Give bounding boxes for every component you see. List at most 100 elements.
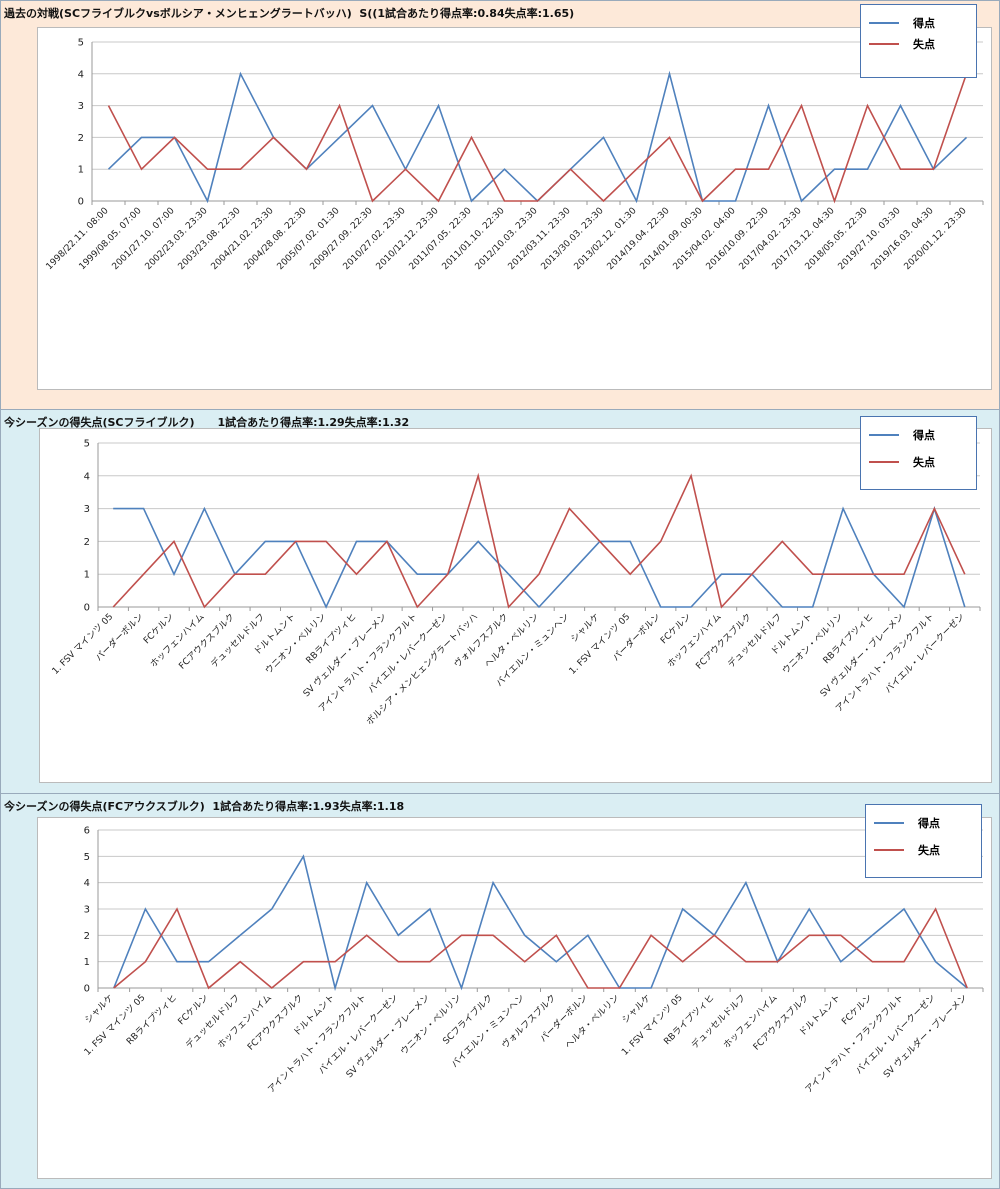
x-tick-label: 2005/07.02. 01:30 [276, 206, 342, 272]
x-tick-label: 2004/28.08. 22:30 [243, 206, 309, 272]
y-tick-label: 0 [78, 197, 84, 208]
augsburg-season-panel: 0 1 2 3 4 5 6 シャルケ 1. FSV マインツ 05 RBライプツィヒ FCケルン デュ… [0, 793, 1000, 1189]
x-tick-label: 1. FSV マインツ 05 [620, 993, 685, 1058]
y-tick-label: 5 [84, 439, 90, 450]
x-tick-label: ヴォルフスブルク [499, 992, 558, 1051]
y-tick-label: 3 [78, 101, 84, 112]
y-tick-label: 4 [84, 471, 90, 482]
x-tick-label: FCアウクスブルク [176, 611, 237, 672]
x-tick-label: FCアウクスブルク [245, 992, 306, 1053]
x-tick-label: 2010/12.12. 23:30 [375, 206, 441, 272]
freiburg-season-panel: 0 1 2 3 4 5 1. FSV マインツ 05 パーダーボルン FCケルン ホッフェンハイム… [0, 409, 1000, 794]
legend-item-goals: 得点 [874, 815, 979, 831]
head-to-head-panel: 0 1 2 3 4 5 1998/22.11. 08:00 1999/08.05. 07:00… [0, 0, 1000, 410]
legend-item-goals: 得点 [869, 427, 974, 443]
goals-line [113, 505, 966, 609]
chart-legend: 得点 失点 [860, 4, 977, 78]
conceded-line [113, 907, 968, 990]
chart-title: 今シーズンの得失点(SCフライブルク) 1試合あたり得点率:1.29失点率:1.… [4, 416, 410, 429]
legend-label: 得点 [913, 429, 935, 442]
chart-legend: 得点 失点 [860, 416, 977, 490]
x-tick-label: ボルシア・メンヒェングラートバッハ [364, 611, 481, 728]
x-tick-label: デュッセルドルフ [725, 611, 784, 670]
x-tick-label: 2009/27.09. 22:30 [309, 206, 375, 272]
legend-item-goals: 得点 [869, 15, 974, 31]
x-tick-label: ホッフェンハイム [148, 611, 206, 669]
legend-label: 得点 [918, 817, 940, 830]
x-tick-label: 2019/16.03. 04:30 [870, 206, 936, 272]
y-tick-label: 4 [78, 69, 84, 80]
y-tick-label: 0 [84, 603, 90, 614]
x-tick-label: 2001/27.10. 07:00 [111, 206, 177, 272]
y-tick-label: 0 [84, 984, 90, 995]
x-tick-label: 2018/05.05. 22:30 [804, 206, 870, 272]
y-tick-label: 1 [78, 165, 84, 176]
legend-label: 失点 [913, 38, 935, 51]
x-tick-label: ウニオン・ベルリン [399, 992, 464, 1057]
y-tick-label: 3 [84, 905, 90, 916]
y-tick-label: 6 [84, 826, 90, 837]
chart-legend: 得点 失点 [865, 804, 982, 878]
y-tick-label: 3 [84, 504, 90, 515]
x-tick-label: 2014/01.09. 00:30 [639, 206, 705, 272]
x-tick-label: シャルケ [83, 992, 116, 1025]
x-tick-label: ヴォルフスブルク [451, 611, 510, 670]
x-tick-label: 2019/27.10. 03:30 [837, 206, 903, 272]
y-tick-label: 1 [84, 957, 90, 968]
x-tick-label: RBライプツィヒ [304, 611, 359, 666]
x-tick-label: 1999/08.05. 07:00 [78, 206, 144, 272]
x-tick-label: 2011/07.05. 22:30 [408, 206, 474, 272]
y-tick-label: 2 [84, 931, 90, 942]
chart-frame [39, 428, 992, 783]
x-tick-label: 2016/10.09. 22:30 [705, 206, 771, 272]
x-tick-label: 2011/01.10. 22:30 [441, 206, 507, 272]
x-tick-label: 2004/21.02. 23:30 [210, 206, 276, 272]
y-tick-label: 4 [84, 878, 90, 889]
x-tick-label: デュッセルドルフ [689, 992, 748, 1051]
x-tick-label: 2017/13.12. 04:30 [771, 206, 837, 272]
y-tick-label: 5 [78, 38, 84, 49]
x-tick-label: デュッセルドルフ [183, 992, 242, 1051]
legend-item-conceded: 失点 [874, 842, 979, 858]
x-tick-label: 2012/10.03. 23:30 [474, 206, 540, 272]
x-tick-label: RBライプツィヒ [821, 611, 876, 666]
legend-label: 得点 [913, 17, 935, 30]
chart-frame [37, 817, 992, 1179]
x-tick-label: 2003/23.08. 22:30 [177, 206, 243, 272]
x-tick-label: ヘルタ・ベルリン [482, 611, 541, 670]
x-tick-label: 2013/30.03. 23:30 [540, 206, 606, 272]
x-tick-label: 2020/01.12. 23:30 [903, 206, 969, 272]
x-tick-label: 2017/04.02. 23:30 [738, 206, 804, 272]
x-tick-label: FCアウクスブルク [693, 611, 754, 672]
chart-frame [37, 27, 992, 390]
x-tick-label: 2012/03.11. 23:30 [507, 206, 573, 272]
x-tick-label: ヘルタ・ベルリン [563, 992, 622, 1051]
x-tick-label: 2014/19.04. 22:30 [606, 206, 672, 272]
legend-label: 失点 [918, 844, 940, 857]
x-tick-label: シャルケ [620, 992, 653, 1025]
x-tick-label: ホッフェンハイム [216, 992, 274, 1050]
y-tick-label: 5 [84, 852, 90, 863]
y-tick-label: 2 [78, 133, 84, 144]
legend-label: 失点 [913, 456, 935, 469]
y-tick-label: 1 [84, 570, 90, 581]
x-tick-label: 1998/22.11. 08:00 [45, 206, 111, 272]
x-tick-label: デュッセルドルフ [208, 611, 267, 670]
legend-item-conceded: 失点 [869, 454, 974, 470]
x-tick-label: 2010/27.02. 23:30 [342, 206, 408, 272]
x-tick-label: 2002/23.03. 23:30 [144, 206, 210, 272]
goals-line [113, 854, 968, 992]
x-tick-label: FCアウクスブルク [750, 992, 811, 1053]
chart-title: 今シーズンの得失点(FCアウクスブルク) 1試合あたり得点率:1.93失点率:1… [4, 800, 405, 813]
y-tick-label: 2 [84, 537, 90, 548]
x-tick-label: 2015/04.02. 04:00 [672, 206, 738, 272]
x-tick-label: 2013/02.12. 01:30 [573, 206, 639, 272]
x-tick-label: ホッフェンハイム [721, 992, 779, 1050]
x-tick-label: ホッフェンハイム [665, 611, 723, 669]
x-tick-label: 1. FSV マインツ 05 [83, 993, 148, 1058]
legend-item-conceded: 失点 [869, 36, 974, 52]
